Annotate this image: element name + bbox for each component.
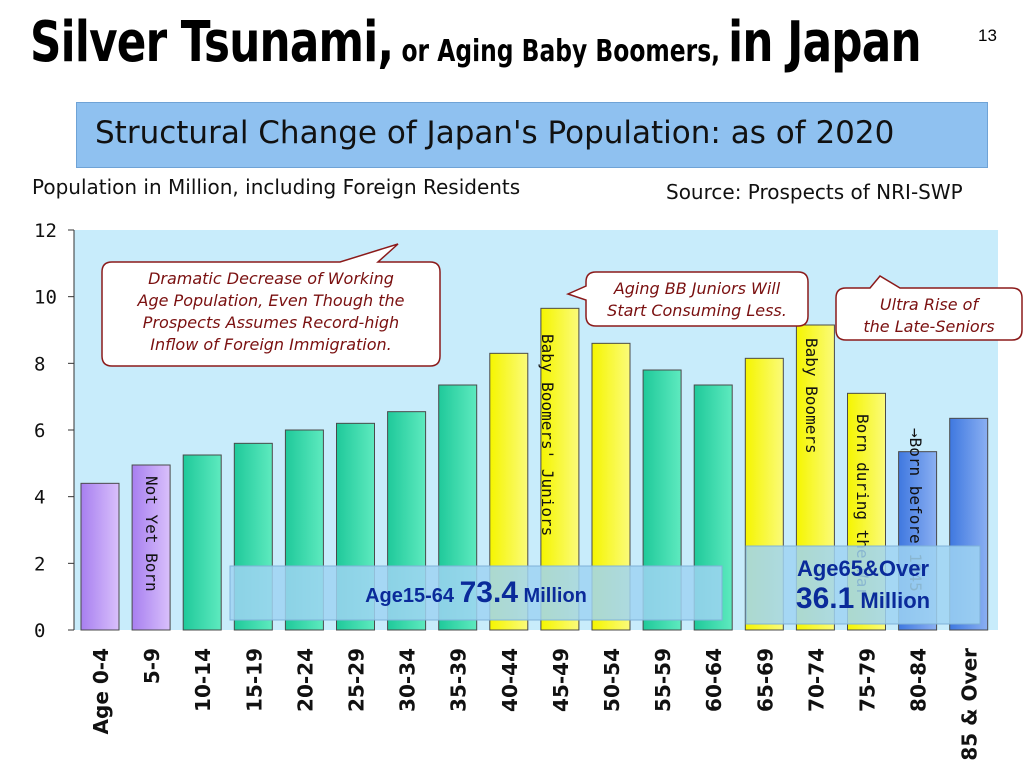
callout-late-seniors: Ultra Rise of the Late-Seniors [835, 275, 1023, 341]
elderly-box-bg [745, 545, 981, 625]
bar-annotation: Baby Boomers' Juniors [538, 334, 557, 536]
source-note: Source: Prospects of NRI-SWP [666, 180, 963, 204]
callout-working-age-line: Dramatic Decrease of Working [148, 269, 394, 288]
working-age-box: Age15-64 73.4 Million [229, 565, 723, 621]
chart-subtitle: Structural Change of Japan's Population:… [95, 115, 895, 151]
callout-bb-juniors-line: Aging BB Juniors Will [613, 279, 781, 298]
bar [182, 454, 222, 631]
axes: 0 2 4 6 8 10 12 [34, 220, 75, 642]
x-tick-label: 75-79 [856, 648, 880, 712]
x-tick-label: Age 0-4 [89, 648, 113, 734]
bar [131, 464, 171, 631]
x-tick-label: 60-64 [702, 648, 726, 712]
x-tick-label: 65-69 [753, 648, 777, 712]
callout-late-seniors-line: Ultra Rise of [880, 295, 981, 314]
callout-working-age-bubble [101, 243, 441, 367]
callout-working-age-line: Prospects Assumes Record-high [143, 313, 399, 332]
y-tick-label: 2 [34, 553, 45, 575]
bar-annotation: Not Yet Born [142, 476, 161, 592]
working-age-box-text: Age15-64 73.4 Million [365, 576, 587, 609]
elderly-box-label: Age65&Over [797, 556, 930, 581]
page-number: 13 [978, 26, 997, 45]
elderly-box-unit: Million [854, 588, 930, 613]
working-age-box-label: Age15-64 [365, 585, 460, 607]
title-part-1: Silver Tsunami, [30, 10, 394, 75]
callout-working-age-line: Age Population, Even Though the [137, 291, 405, 310]
subtitle-banner: Structural Change of Japan's Population:… [76, 102, 988, 168]
y-tick-label: 10 [34, 287, 57, 309]
callout-bb-juniors-line: Start Consuming Less. [607, 301, 787, 320]
x-tick-label: 50-54 [600, 648, 624, 712]
bar-annotation: Baby Boomers [802, 338, 821, 454]
chart-overlays: Not Yet Born Baby Boomers' Juniors Baby Bo… [101, 243, 1023, 625]
x-tick-label: 70-74 [804, 648, 828, 712]
elderly-box-value: 36.1 [796, 582, 854, 615]
x-tick-label: 85 & Over [958, 648, 982, 761]
callout-working-age-line: Inflow of Foreign Immigration. [150, 335, 392, 354]
working-age-box-value: 73.4 [460, 576, 519, 609]
x-tick-label: 35-39 [447, 648, 471, 712]
x-tick-label: 20-24 [293, 648, 317, 712]
x-tick-labels: Age 0-4 5-9 10-14 15-19 20-24 25-29 30-34 35-39… [89, 648, 982, 761]
x-tick-label: 15-19 [242, 648, 266, 712]
elderly-box-text: 36.1 Million [796, 582, 930, 615]
x-tick-label: 55-59 [651, 648, 675, 712]
y-tick-label: 6 [34, 420, 45, 442]
y-axis-label: Population in Million, including Foreign… [32, 175, 521, 199]
page-title: Silver Tsunami, or Aging Baby Boomers, i… [30, 10, 922, 75]
callout-late-seniors-line: the Late-Seniors [863, 317, 994, 336]
x-tick-label: 40-44 [498, 648, 522, 712]
y-tick-label: 8 [34, 353, 45, 375]
bar [80, 482, 120, 631]
x-tick-label: 5-9 [140, 648, 164, 684]
y-tick-label: 12 [34, 220, 57, 242]
y-tick-label: 4 [34, 487, 45, 509]
title-part-3: in Japan [728, 10, 921, 75]
callout-bb-juniors-bubble [565, 271, 809, 327]
callout-late-seniors-bubble [835, 275, 1023, 341]
x-tick-label: 30-34 [396, 648, 420, 712]
y-tick-label: 0 [34, 620, 45, 642]
x-tick-label: 10-14 [191, 648, 215, 712]
working-age-box-bg [229, 565, 723, 621]
x-tick-label: 45-49 [549, 648, 573, 712]
working-age-box-unit: Million [518, 585, 587, 607]
x-tick-label: 80-84 [907, 648, 931, 712]
callout-bb-juniors: Aging BB Juniors Will Start Consuming Les… [565, 271, 809, 327]
x-tick-label: 25-29 [345, 648, 369, 712]
title-part-2: or Aging Baby Boomers, [393, 34, 729, 69]
callout-working-age: Dramatic Decrease of Working Age Populati… [101, 243, 441, 367]
